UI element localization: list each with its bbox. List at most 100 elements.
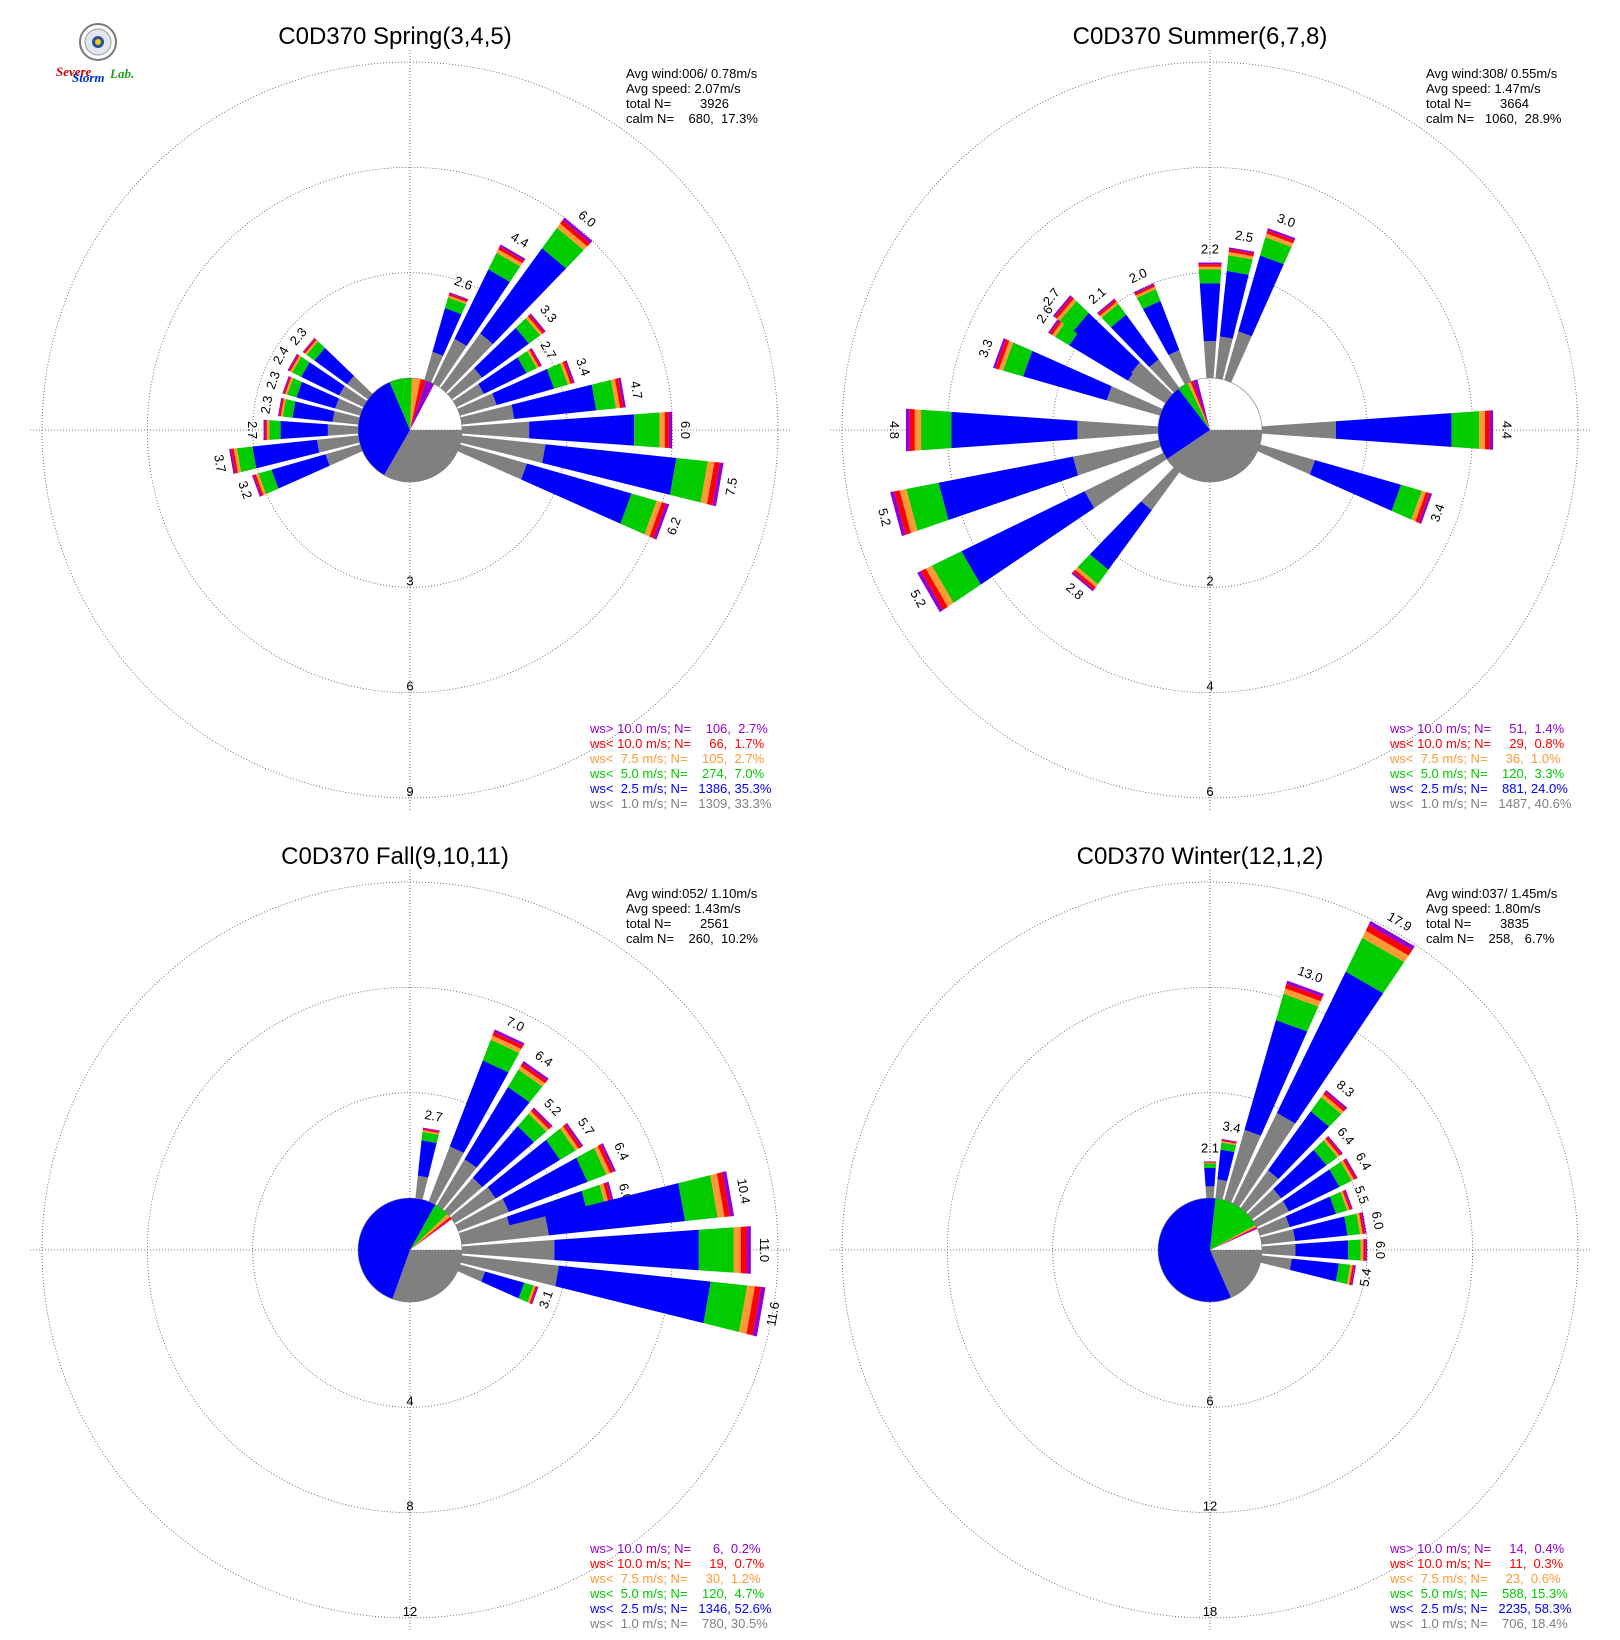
bar-segment-ws<7.5: [525, 316, 543, 336]
calm-slice-ws<7.5: [410, 378, 421, 430]
wind-bar-270: [263, 419, 359, 441]
bar-segment-ws<1.0: [460, 404, 515, 425]
bar-segment-ws<10.0: [1323, 1091, 1346, 1112]
bar-segment-ws<10.0: [303, 338, 317, 354]
bar-segment-ws<10.0: [529, 1286, 538, 1304]
bar-segment-ws<7.5: [255, 473, 267, 496]
bar-segment-ws<7.5: [528, 1111, 549, 1132]
bar-segment-ws<1.0: [1149, 359, 1180, 393]
bar-segment-ws>10.0: [1368, 920, 1415, 951]
bar-label: 2.7: [245, 421, 260, 439]
ring-label: 12: [403, 1604, 417, 1619]
bar-segment-ws<1.0: [461, 421, 530, 439]
bar-segment-ws<2.5: [252, 439, 320, 469]
bar-segment-ws>10.0: [449, 292, 469, 301]
wind-bar-90: [461, 411, 673, 449]
bar-segment-ws>10.0: [282, 376, 290, 394]
bar-segment-ws>10.0: [1198, 262, 1222, 265]
wind-bar-255: [890, 439, 1161, 537]
bar-segment-ws<1.0: [1072, 439, 1161, 476]
bar-segment-ws<7.5: [1283, 988, 1321, 1007]
bar-segment-ws>10.0: [890, 491, 906, 537]
legend-entry: ws< 7.5 m/s; N= 30, 1.2%: [589, 1571, 761, 1586]
bar-label: 3.7: [211, 453, 229, 473]
bar-segment-ws>10.0: [1133, 283, 1155, 294]
bar-label: 6.0: [1369, 1210, 1387, 1230]
bar-segment-ws<5.0: [287, 377, 303, 398]
bar-label: 5.2: [907, 587, 929, 610]
bar-segment-ws<10.0: [288, 354, 300, 372]
bar-label: 11.0: [757, 1238, 772, 1262]
bar-segment-ws<7.5: [1479, 410, 1485, 450]
wind-bar-35: [436, 1060, 549, 1210]
stat-line: Avg speed: 1.80m/s: [1426, 901, 1541, 916]
bar-segment-ws<2.5: [938, 456, 1078, 521]
bar-segment-ws<7.5: [1321, 1094, 1344, 1115]
bar-segment-ws<2.5: [555, 1265, 711, 1324]
chart-title: C0D370 Summer(6,7,8): [1073, 23, 1328, 50]
bar-segment-ws<2.5: [1273, 1149, 1327, 1199]
bar-segment-ws>10.0: [1365, 1239, 1367, 1261]
legend-entry: ws< 2.5 m/s; N= 2235, 58.3%: [1389, 1601, 1572, 1616]
wind-bar-335: [1133, 283, 1192, 385]
bar-segment-ws<5.0: [1260, 237, 1292, 265]
bar-segment-ws>10.0: [1097, 298, 1116, 315]
bar-segment-ws<5.0: [282, 399, 296, 418]
bar-segment-ws<10.0: [995, 339, 1010, 370]
ring-label: 6: [1206, 1393, 1213, 1408]
bar-segment-ws<1.0: [460, 1216, 549, 1245]
bar-segment-ws>10.0: [1267, 228, 1296, 241]
wind-bar-60: [1253, 1158, 1358, 1228]
bar-segment-ws<5.0: [517, 1113, 547, 1143]
bar-segment-ws<10.0: [562, 1124, 582, 1149]
bar-segment-ws>10.0: [600, 1143, 616, 1172]
calm-slice-ws<7.5: [410, 1213, 451, 1250]
bar-segment-ws<7.5: [899, 489, 918, 533]
wind-rose-summer: 2 4 6 2.2 2.5 3.0 4.4 3.4 2.8 5.2 5.2 4.8 3.3 2.6 2.7 2…: [810, 0, 1620, 820]
bar-segment-ws<1.0: [436, 1159, 477, 1210]
legend-entry: ws< 5.0 m/s; N= 274, 7.0%: [589, 766, 765, 781]
bar-segment-ws<5.0: [1310, 1097, 1342, 1127]
bar-segment-ws<5.0: [1348, 1239, 1361, 1261]
bar-segment-ws>10.0: [263, 419, 265, 441]
bar-segment-ws<5.0: [1059, 301, 1089, 331]
bar-segment-ws<10.0: [231, 448, 238, 474]
wind-bar-10: [415, 1127, 440, 1200]
bar-segment-ws<2.5: [1285, 1196, 1337, 1228]
bar-label: 13.0: [1296, 963, 1325, 986]
bar-segment-ws<5.0: [1275, 993, 1319, 1032]
wind-bar-270: [905, 408, 1159, 452]
bar-segment-ws<2.5: [1023, 350, 1112, 401]
bar-segment-ws<2.5: [1217, 1149, 1235, 1182]
bar-segment-ws<1.0: [1257, 444, 1316, 475]
bar-segment-ws<1.0: [1260, 1229, 1296, 1245]
bar-segment-ws<2.5: [502, 1157, 588, 1213]
bar-segment-ws<2.5: [432, 308, 462, 356]
legend-entry: ws< 10.0 m/s; N= 11, 0.3%: [1389, 1556, 1564, 1571]
calm-circle: [357, 377, 463, 483]
wind-bar-20: [1224, 980, 1324, 1203]
bar-segment-ws<1.0: [1205, 1186, 1215, 1199]
bar-segment-ws<5.0: [1136, 289, 1161, 309]
bar-segment-ws<1.0: [1131, 362, 1173, 400]
ring-label: 18: [1203, 1604, 1217, 1619]
bar-segment-ws>10.0: [746, 1226, 751, 1274]
bar-segment-ws<5.0: [931, 551, 981, 604]
bar-segment-ws<1.0: [459, 1216, 511, 1241]
bar-segment-ws<5.0: [517, 351, 537, 374]
wind-bar-110: [1257, 444, 1433, 524]
legend-entry: ws< 1.0 m/s; N= 1487, 40.6%: [1389, 796, 1572, 811]
wind-bar-25: [428, 1029, 525, 1205]
legend-entry: ws< 2.5 m/s; N= 1386, 35.3%: [589, 781, 772, 796]
bar-segment-ws<7.5: [1099, 301, 1119, 318]
bar-segment-ws<2.5: [961, 491, 1095, 585]
legend-entry: ws< 7.5 m/s; N= 105, 2.7%: [589, 751, 765, 766]
wind-bar-70: [1257, 1189, 1353, 1236]
bar-segment-ws<10.0: [920, 568, 948, 610]
bar-label: 11.6: [763, 1301, 782, 1328]
bar-label: 3.4: [1221, 1118, 1241, 1136]
bar-segment-ws<1.0: [1077, 420, 1159, 440]
bar-segment-ws<7.5: [496, 249, 523, 267]
bar-segment-ws<10.0: [520, 1063, 548, 1084]
bar-segment-ws<10.0: [649, 502, 667, 539]
